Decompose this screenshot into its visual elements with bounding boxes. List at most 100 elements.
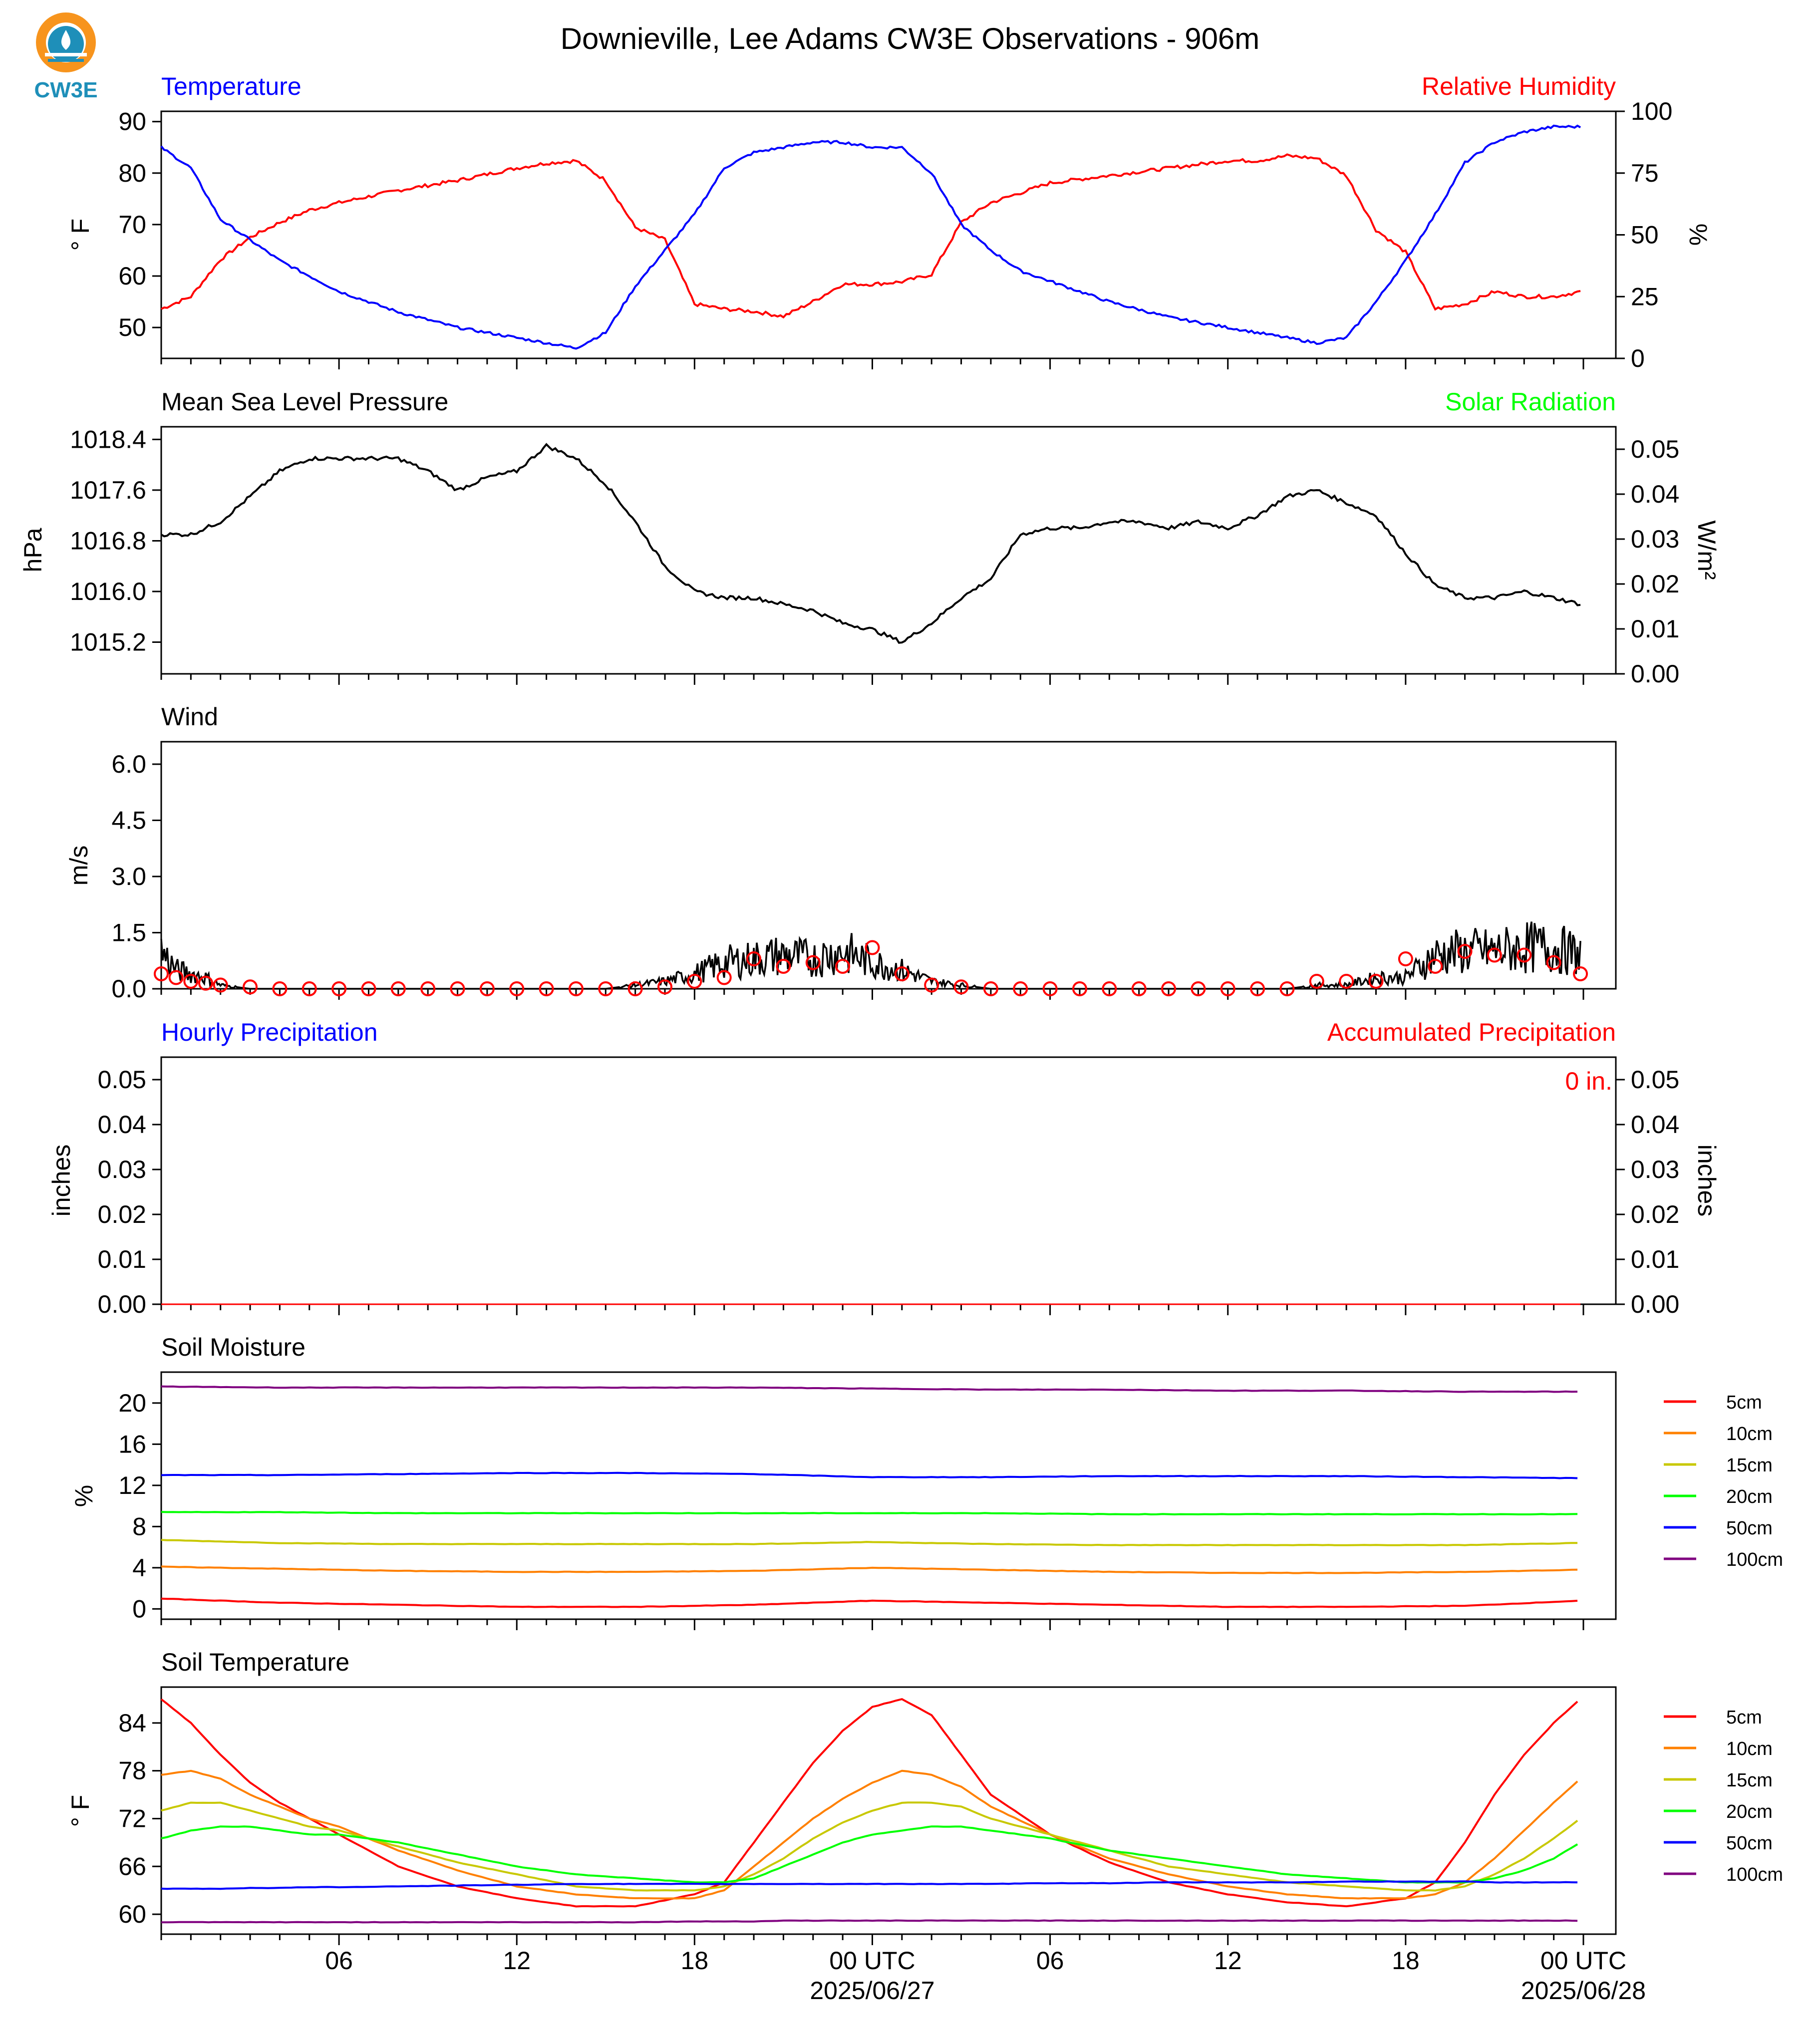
wind-unit-label: m/s xyxy=(65,846,93,886)
legend-label: 15cm xyxy=(1726,1455,1773,1476)
rh-unit-label: % xyxy=(1684,224,1712,246)
y-tick-label: 20 xyxy=(118,1389,146,1417)
temp-unit-label: ° F xyxy=(66,219,94,251)
series-soil-moisture-10cm xyxy=(161,1565,1578,1574)
wind-hourly-marker xyxy=(1279,981,1295,996)
y-tick-label-right: 0.00 xyxy=(1631,1290,1679,1318)
wind-hourly-marker xyxy=(479,981,495,996)
y-tick-label: 60 xyxy=(118,262,146,290)
series-pressure xyxy=(160,443,1581,644)
wind-hourly-marker xyxy=(835,959,851,974)
legend-label: 10cm xyxy=(1726,1424,1773,1445)
wind-hourly-marker xyxy=(716,970,732,985)
series-soil-moisture-50cm xyxy=(161,1471,1578,1479)
y-tick-label: 90 xyxy=(118,108,146,136)
wind-hourly-marker xyxy=(450,981,465,996)
y-tick-label: 0 xyxy=(132,1595,146,1623)
series-soil-temp-20cm xyxy=(161,1825,1578,1884)
y-tick-label-right: 25 xyxy=(1631,283,1659,310)
y-tick-label: 0.05 xyxy=(98,1066,146,1094)
wind-hourly-marker xyxy=(1457,944,1473,959)
wind-hourly-marker xyxy=(420,981,436,996)
wind-hourly-marker xyxy=(1573,966,1588,981)
soil-temp-unit-label: ° F xyxy=(66,1795,94,1827)
wind-hourly-marker xyxy=(805,955,821,970)
y-tick-label: 1016.0 xyxy=(70,578,146,605)
x-date-label: 2025/06/27 xyxy=(810,1977,934,2005)
soil-temp-label: Soil Temperature xyxy=(161,1648,349,1676)
y-tick-label: 66 xyxy=(118,1852,146,1880)
accum-precip-label: Accumulated Precipitation xyxy=(1327,1018,1616,1046)
y-tick-label: 3.0 xyxy=(111,863,146,890)
x-date-label: 2025/06/28 xyxy=(1521,1977,1646,2005)
legend-label: 20cm xyxy=(1726,1801,1773,1822)
soil-moisture-unit-label: % xyxy=(70,1485,98,1507)
y-tick-label-right: 0 xyxy=(1631,344,1645,372)
series-soil-moisture-100cm xyxy=(161,1385,1578,1393)
wind-label: Wind xyxy=(161,703,218,731)
y-tick-label: 1.5 xyxy=(111,919,146,947)
y-tick-label: 4 xyxy=(132,1554,146,1582)
y-tick-label-right: 50 xyxy=(1631,221,1659,249)
wind-hourly-marker xyxy=(1368,974,1384,989)
y-tick-label: 12 xyxy=(118,1471,146,1499)
y-tick-label: 1018.4 xyxy=(70,425,146,453)
wind-hourly-marker xyxy=(687,974,702,989)
wind-hourly-marker xyxy=(331,981,347,996)
x-tick-label: 12 xyxy=(503,1947,531,1975)
y-tick-label-right: 0.01 xyxy=(1631,1245,1679,1273)
logo-text: CW3E xyxy=(34,78,97,102)
series-soil-moisture-20cm xyxy=(161,1511,1578,1516)
y-tick-label: 1016.8 xyxy=(70,527,146,555)
wind-hourly-marker xyxy=(894,966,910,981)
wind-hourly-marker xyxy=(627,981,643,996)
wind-hourly-marker xyxy=(1250,981,1265,996)
wind-hourly-marker xyxy=(168,970,184,985)
wind-hourly-marker xyxy=(390,981,406,996)
y-tick-label-right: 100 xyxy=(1631,97,1672,125)
wind-panel xyxy=(160,741,1617,990)
wind-hourly-marker xyxy=(154,966,169,981)
wind-hourly-marker xyxy=(776,959,791,974)
y-tick-label-right: 0.02 xyxy=(1631,570,1679,598)
chart-title: Downieville, Lee Adams CW3E Observations… xyxy=(561,22,1260,55)
solar-label: Solar Radiation xyxy=(1445,388,1616,416)
pressure-label: Mean Sea Level Pressure xyxy=(161,388,448,416)
x-tick-label: 00 UTC xyxy=(829,1947,915,1975)
wind-hourly-marker xyxy=(1191,981,1206,996)
wind-hourly-marker xyxy=(272,981,288,996)
cw3e-logo-icon: CW3E xyxy=(34,12,98,102)
pressure-panel xyxy=(160,426,1617,675)
y-tick-label: 1017.6 xyxy=(70,476,146,504)
series-temperature xyxy=(160,124,1581,350)
y-tick-label: 8 xyxy=(132,1512,146,1540)
wind-hourly-marker xyxy=(1161,981,1177,996)
y-tick-label-right: 0.03 xyxy=(1631,1156,1679,1183)
wind-hourly-marker xyxy=(1339,974,1354,989)
soil-moisture-legend: 5cm 10cm 15cm 20cm 50cm 100cm xyxy=(1664,1392,1783,1570)
y-tick-label-right: 0.05 xyxy=(1631,1066,1679,1094)
soil-moisture-label: Soil Moisture xyxy=(161,1333,305,1361)
wind-hourly-marker xyxy=(568,981,584,996)
pressure-unit-label: hPa xyxy=(19,528,47,572)
wind-hourly-marker xyxy=(1042,981,1058,996)
legend-label: 15cm xyxy=(1726,1770,1773,1791)
y-tick-label: 78 xyxy=(118,1757,146,1785)
wind-hourly-marker xyxy=(198,975,214,991)
wind-hourly-marker xyxy=(1013,981,1028,996)
wind-hourly-marker xyxy=(1072,981,1087,996)
wind-hourly-marker xyxy=(1487,947,1502,963)
y-tick-label: 80 xyxy=(118,159,146,187)
y-tick-label-right: 0.04 xyxy=(1631,480,1679,508)
y-tick-label: 0.03 xyxy=(98,1156,146,1183)
wind-hourly-marker xyxy=(1309,974,1324,989)
solar-unit-label: W/m² xyxy=(1693,520,1721,579)
y-tick-label: 0.00 xyxy=(98,1290,146,1318)
legend-label: 100cm xyxy=(1726,1549,1783,1570)
y-tick-label-right: 0.00 xyxy=(1631,660,1679,688)
legend-label: 5cm xyxy=(1726,1392,1762,1413)
y-tick-label: 0.02 xyxy=(98,1200,146,1228)
legend-label: 20cm xyxy=(1726,1486,1773,1507)
y-tick-label-right: 0.03 xyxy=(1631,525,1679,553)
